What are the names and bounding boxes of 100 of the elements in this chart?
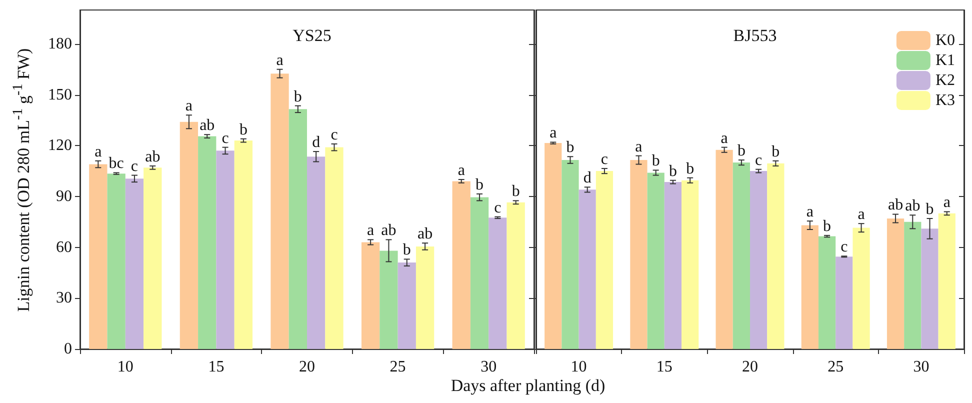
legend-label: K0	[935, 32, 956, 49]
bar	[234, 140, 253, 349]
data-label: c	[600, 150, 608, 168]
bar	[89, 164, 108, 349]
bar	[325, 147, 344, 349]
data-label: c	[494, 199, 502, 216]
x-axis-title: Days after planting (d)	[450, 376, 606, 396]
data-label: ab	[905, 198, 920, 215]
data-label: b	[737, 142, 746, 160]
data-label: b	[652, 152, 660, 170]
bar	[750, 171, 768, 349]
text: BJ553	[733, 26, 777, 45]
data-label: a	[94, 143, 102, 160]
y-tick-label: 0	[64, 340, 72, 358]
bar	[938, 213, 956, 349]
bar	[852, 228, 870, 349]
y-tick-label: 90	[56, 188, 72, 205]
data-label: b	[294, 88, 302, 106]
data-label: a	[635, 138, 642, 156]
x-tick-label: 25	[828, 358, 844, 376]
bar	[416, 246, 434, 349]
bar	[818, 236, 836, 349]
legend-label: K1	[935, 52, 956, 69]
bar	[904, 222, 922, 349]
x-tick-label: 25	[390, 358, 406, 376]
data-label: a	[458, 162, 465, 179]
data-label: ab	[888, 196, 904, 214]
bar	[270, 74, 289, 349]
bar	[361, 242, 380, 349]
bar	[630, 160, 648, 349]
x-tick-label: 15	[208, 358, 224, 376]
y-tick-label: 120	[48, 137, 72, 154]
x-tick-label: 20	[742, 358, 758, 376]
bar	[380, 250, 398, 349]
bar	[216, 150, 234, 349]
bar	[506, 202, 525, 349]
bar	[664, 182, 682, 349]
bar	[647, 172, 664, 349]
data-label: c	[840, 238, 848, 256]
data-label: b	[239, 121, 248, 138]
x-tick-label: 15	[656, 358, 672, 376]
data-label: a	[720, 130, 728, 147]
bar	[767, 163, 784, 349]
data-label: a	[367, 222, 374, 240]
data-label: b	[476, 176, 484, 194]
bar	[398, 262, 416, 349]
y-tick-label: 150	[48, 86, 72, 104]
data-label: a	[276, 52, 284, 69]
bar	[307, 156, 326, 349]
data-label: b	[566, 139, 574, 156]
bar	[886, 218, 904, 349]
data-label: a	[943, 194, 950, 212]
data-label: bc	[108, 155, 124, 172]
data-label: ab	[417, 226, 433, 243]
data-label: c	[755, 152, 762, 169]
bar	[596, 171, 614, 349]
bar	[801, 225, 818, 349]
x-tick-label: 30	[480, 358, 497, 376]
bar	[682, 180, 699, 349]
y-tick-label: 60	[56, 238, 72, 256]
legend-label: K3	[935, 92, 956, 109]
bar	[125, 178, 144, 349]
bar	[452, 181, 470, 349]
x-tick-label: 20	[299, 358, 315, 376]
data-label: a	[550, 124, 557, 142]
text: YS25	[292, 26, 332, 45]
bar	[562, 160, 579, 349]
data-label: ab	[381, 222, 396, 240]
x-tick-label: 30	[913, 358, 930, 376]
bar	[921, 228, 938, 349]
data-label: ab	[200, 117, 215, 134]
bar	[288, 109, 307, 349]
bar	[107, 174, 126, 349]
y-tick-label: 180	[48, 35, 72, 52]
data-label: a	[858, 206, 865, 224]
data-label: b	[686, 160, 694, 178]
bar	[544, 143, 562, 349]
bar	[578, 190, 596, 349]
data-label: b	[668, 162, 677, 180]
data-label: c	[130, 158, 138, 175]
bar	[144, 168, 162, 349]
x-tick-label: 10	[117, 358, 134, 376]
data-label: b	[772, 143, 780, 160]
data-label: d	[312, 134, 320, 152]
y-tick-label: 30	[56, 290, 72, 307]
bar	[470, 197, 489, 349]
data-label: ab	[145, 148, 160, 166]
bar	[488, 218, 507, 349]
data-label: a	[806, 204, 814, 221]
bar	[836, 256, 853, 349]
bar	[732, 162, 750, 349]
x-tick-label: 10	[570, 358, 587, 376]
data-label: b	[512, 183, 520, 200]
data-label: c	[222, 130, 229, 147]
data-label: b	[926, 200, 934, 218]
bar	[198, 136, 216, 349]
bar	[716, 150, 733, 349]
data-label: c	[330, 126, 338, 144]
data-label: d	[583, 170, 592, 187]
data-label: b	[823, 218, 832, 235]
